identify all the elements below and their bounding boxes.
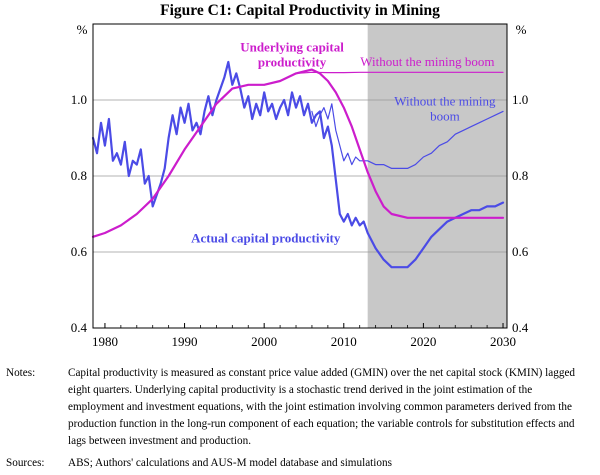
y-tick-label-right-2: 0.8 xyxy=(512,168,528,183)
x-tick-label-2000: 2000 xyxy=(251,334,277,349)
y-axis-label-left: % xyxy=(77,22,88,37)
series-line-underlying xyxy=(91,68,505,238)
y-axis-label-right: % xyxy=(516,22,527,37)
plot-border xyxy=(92,23,508,329)
chart: Figure C1: Capital Productivity in Minin… xyxy=(71,2,529,349)
y-tick-label-right-3: 1.0 xyxy=(512,92,528,107)
chart-title: Figure C1: Capital Productivity in Minin… xyxy=(160,2,440,19)
annotation-underlying-without-line-0: Without the mining boom xyxy=(360,54,494,69)
annotation-underlying-line-0: Underlying capital xyxy=(240,39,344,54)
x-tick-label-1990: 1990 xyxy=(172,334,198,349)
x-tick-label-2010: 2010 xyxy=(331,334,357,349)
notes-text: Capital productivity is measured as cons… xyxy=(68,367,576,447)
y-tick-label-left-2: 0.8 xyxy=(71,168,87,183)
x-tick-label-2030: 2030 xyxy=(490,334,516,349)
annotation-actual-line-0: Actual capital productivity xyxy=(191,231,341,246)
series-line-actual_without xyxy=(311,103,504,169)
series-line-underlying_without xyxy=(295,71,504,74)
y-tick-label-right-0: 0.4 xyxy=(512,320,529,335)
annotation-underlying-line-1: productivity xyxy=(258,54,327,69)
annotation-actual-without-line-0: Without the mining xyxy=(394,94,496,109)
y-tick-label-left-3: 1.0 xyxy=(71,92,87,107)
sources-text: ABS; Authors' calculations and AUS-M mod… xyxy=(68,457,392,469)
series-line-actual xyxy=(91,60,505,269)
y-tick-label-right-1: 0.6 xyxy=(512,244,529,259)
annotation-actual-without-line-1: boom xyxy=(430,109,460,124)
x-tick-label-1980: 1980 xyxy=(92,334,118,349)
notes-label: Notes: xyxy=(6,367,36,379)
x-tick-label-2020: 2020 xyxy=(410,334,436,349)
sources-label: Sources: xyxy=(6,457,45,469)
y-tick-label-left-1: 0.6 xyxy=(71,244,88,259)
y-tick-label-left-0: 0.4 xyxy=(71,320,88,335)
